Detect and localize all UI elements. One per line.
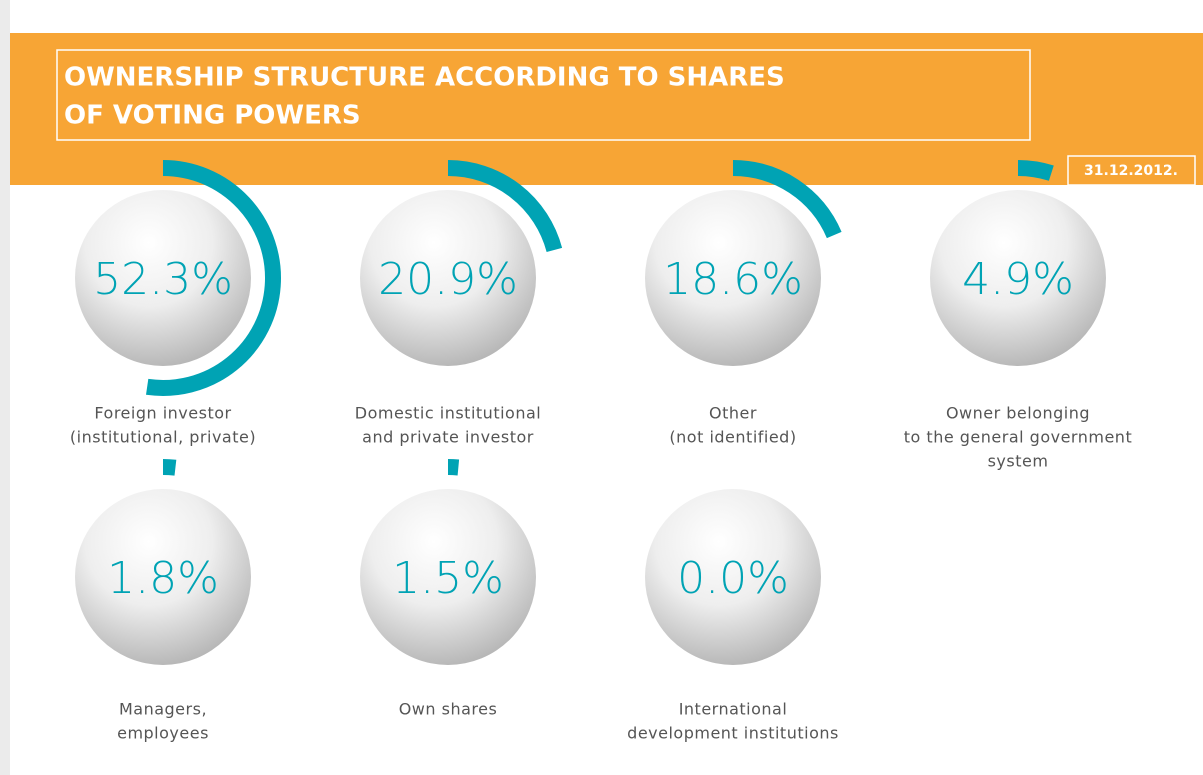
sphere — [360, 190, 536, 366]
share-value: 4.9% — [962, 254, 1074, 305]
share-arc — [1017, 160, 1054, 181]
share-arc — [146, 160, 281, 396]
sphere — [930, 190, 1106, 366]
date-box — [1067, 155, 1196, 186]
title-line: OF VOTING POWERS — [64, 101, 361, 131]
share-value: 0.0% — [677, 553, 789, 604]
category-label: Foreign investor — [94, 404, 231, 423]
share-value: 52.3% — [93, 254, 233, 305]
sphere — [75, 489, 251, 665]
header — [10, 33, 1203, 185]
sphere — [645, 190, 821, 366]
share-value: 20.9% — [378, 254, 518, 305]
share-arc — [447, 160, 563, 253]
share-value: 1.8% — [107, 553, 219, 604]
date: 31.12.2012. — [1084, 163, 1178, 179]
category-label: Managers, — [119, 700, 207, 719]
category-label: development institutions — [627, 724, 839, 743]
sphere — [75, 190, 251, 366]
share-value: 18.6% — [663, 254, 803, 305]
category-label: employees — [117, 724, 209, 743]
category-label: (not identified) — [669, 428, 796, 447]
share-arc — [732, 160, 842, 239]
category-label: and private investor — [362, 428, 534, 447]
share-value: 1.5% — [392, 553, 504, 604]
sphere — [360, 489, 536, 665]
title-box — [56, 49, 1031, 141]
sphere — [645, 489, 821, 665]
title-line: OWNERSHIP STRUCTURE ACCORDING TO SHARES — [64, 63, 785, 93]
category-label: Domestic institutional — [355, 404, 541, 423]
category-label: Owner belonging — [946, 404, 1090, 423]
category-label: Other — [709, 404, 757, 423]
category-label: to the general government — [904, 428, 1132, 447]
category-label: Own shares — [399, 700, 498, 719]
category-label: system — [988, 452, 1049, 471]
category-label: (institutional, private) — [70, 428, 256, 447]
share-arc — [162, 459, 177, 476]
category-label: International — [679, 700, 788, 719]
